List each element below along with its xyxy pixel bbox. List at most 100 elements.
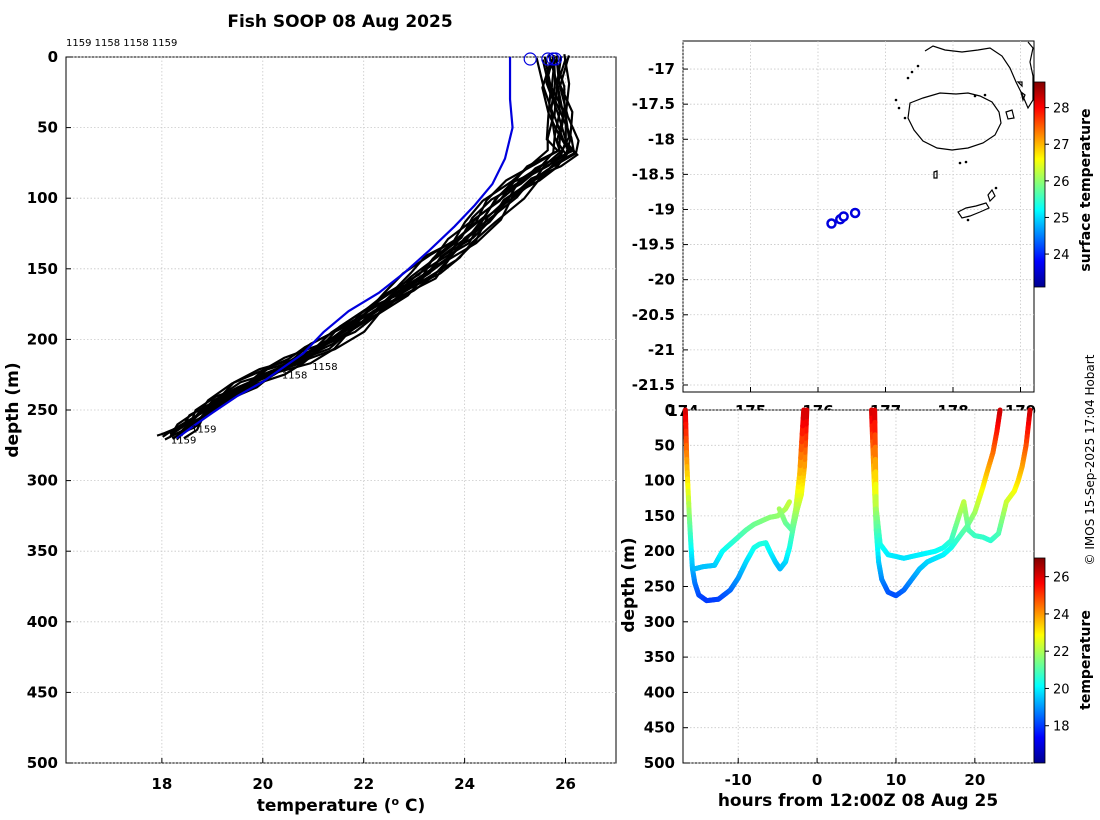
colorbar-tick-label: 28 (1053, 102, 1070, 117)
x-tick-label: 26 (555, 775, 576, 793)
position-marker (838, 211, 849, 222)
timedepth-tracks (682, 407, 1033, 604)
y-tick-label: -18.5 (632, 165, 675, 183)
y-tick-label: 200 (644, 542, 675, 560)
position-marker (849, 207, 861, 219)
y-tick-label: 150 (644, 507, 675, 525)
map-panel: 174175176177178179-17-17.5-18-18.5-19-19… (632, 40, 1094, 420)
y-tick-label: 150 (27, 260, 58, 278)
y-tick-label: 200 (27, 330, 58, 348)
y-tick-label: 0 (665, 401, 675, 419)
map-grid (682, 41, 1034, 392)
y-tick-label: 450 (27, 683, 58, 701)
profile-x-label: temperature (o C) (257, 795, 426, 816)
y-tick-label: 50 (37, 119, 58, 137)
y-tick-label: -17 (648, 60, 675, 78)
profile-top-labels: 1159 1158 1158 1159 (66, 38, 177, 49)
colorbar-tick-label: 24 (1053, 608, 1070, 623)
timedepth-y-label: depth (m) (619, 537, 639, 632)
colorbar-tick-label: 18 (1053, 720, 1070, 735)
surface-marker (523, 52, 537, 66)
profile-id-label: 1158 (282, 371, 307, 382)
temp-colorbar (1033, 557, 1046, 764)
y-tick-label: 300 (644, 613, 675, 631)
islet-east (1005, 109, 1015, 120)
y-tick-label: 350 (644, 648, 675, 666)
x-tick-label: 20 (964, 771, 985, 789)
colorbar-tick-label: 20 (1053, 682, 1070, 697)
surface-temp-colorbar-ticks: 24 25 26 27 28 (1045, 102, 1070, 263)
y-tick-label: -20.5 (632, 306, 675, 324)
fiji-north-island (924, 41, 1034, 110)
y-tick-label: -20 (648, 271, 675, 289)
profile-id-label: 1158 (312, 362, 337, 373)
timedepth-grid (683, 409, 1034, 764)
y-tick-label: 400 (27, 613, 58, 631)
y-tick-label: -21 (648, 341, 675, 359)
colorbar-tick-label: 25 (1053, 211, 1070, 226)
surface-temp-colorbar (1033, 81, 1046, 288)
y-tick-label: -19.5 (632, 236, 675, 254)
y-tick-label: 300 (27, 472, 58, 490)
y-tick-label: 100 (27, 189, 58, 207)
coastline (907, 41, 1034, 219)
x-tick-label: 24 (454, 775, 475, 793)
temp-colorbar-label: temperature (1078, 610, 1094, 710)
islet-south (933, 170, 938, 179)
x-tick-label: 20 (252, 775, 273, 793)
timedepth-colorbar: 18 20 22 24 26 temperature (1033, 557, 1094, 764)
temp-colorbar-ticks: 18 20 22 24 26 (1045, 571, 1070, 735)
lau-group (957, 202, 990, 219)
y-tick-label: 0 (48, 48, 58, 66)
fiji-main-island (907, 92, 1002, 151)
surface-temp-colorbar-label: surface temperature (1078, 108, 1094, 271)
profile-id-label: 1159 (171, 436, 196, 447)
islet-east3 (1016, 81, 1023, 88)
credit-text: © IMOS 15-Sep-2025 17:04 Hobart (1083, 354, 1097, 565)
surface-marker (541, 52, 555, 66)
climatology-profile (176, 57, 514, 440)
y-tick-label: 100 (644, 472, 675, 490)
x-tick-label: -10 (725, 771, 752, 789)
surface-marker (546, 52, 560, 66)
profile-lines (156, 52, 580, 441)
y-tick-label: -18 (648, 130, 675, 148)
lau-north (987, 188, 996, 203)
colorbar-tick-label: 27 (1053, 138, 1070, 153)
y-tick-label: 50 (654, 436, 675, 454)
y-tick-label: 400 (644, 683, 675, 701)
x-tick-label: 22 (353, 775, 374, 793)
colorbar-tick-label: 22 (1053, 645, 1070, 660)
colorbar-tick-label: 24 (1053, 248, 1070, 263)
x-tick-label: 18 (151, 775, 172, 793)
profile-panel: 18 20 22 24 26 0 50 100 150 200 250 300 350 400 450 500… (3, 38, 617, 816)
y-tick-label: 250 (27, 401, 58, 419)
y-tick-label: -17.5 (632, 95, 675, 113)
profile-grid (66, 56, 616, 764)
figure-title: Fish SOOP 08 Aug 2025 (227, 12, 452, 32)
map-positions (826, 207, 861, 229)
colorbar-tick-label: 26 (1053, 175, 1070, 190)
x-tick-label: 0 (812, 771, 822, 789)
map-islet-dots (894, 64, 998, 222)
profile-id-label: 1159 (191, 424, 216, 435)
timedepth-x-label: hours from 12:00Z 08 Aug 25 (718, 791, 998, 811)
y-tick-label: -19 (648, 200, 675, 218)
y-tick-label: -21.5 (632, 376, 675, 394)
islet-east2 (1020, 90, 1026, 102)
y-tick-label: 450 (644, 719, 675, 737)
colorbar-tick-label: 26 (1053, 571, 1070, 586)
profile-ticks: 18 20 22 24 26 0 50 100 150 200 250 300 350 400 450 500 (27, 48, 576, 793)
map-colorbar: 24 25 26 27 28 surface temperature (1033, 81, 1094, 288)
profile-line (164, 53, 565, 441)
y-tick-label: 250 (644, 578, 675, 596)
y-tick-label: 500 (644, 754, 675, 772)
y-tick-label: 350 (27, 542, 58, 560)
position-marker (826, 218, 837, 229)
profile-y-label: depth (m) (3, 362, 23, 457)
x-tick-label: 10 (886, 771, 907, 789)
